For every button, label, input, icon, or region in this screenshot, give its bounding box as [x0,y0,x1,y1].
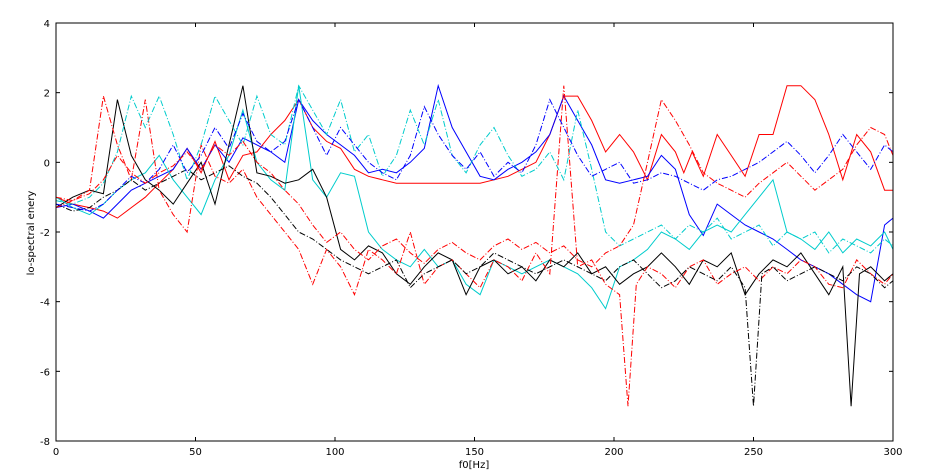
plot-frame [55,22,894,442]
series-line-1 [55,85,893,219]
series-layer [55,83,894,407]
y-tick-label: -8 [40,437,50,448]
series-line-7 [55,84,894,254]
x-tick-label: 250 [744,447,763,458]
series-line-5 [55,85,894,407]
x-axis-label: f0[Hz] [459,460,490,471]
series-line-4 [55,85,894,407]
x-tick-label: 100 [325,447,344,458]
series-line-6 [55,165,894,407]
series-line-3 [55,85,894,310]
x-tick-label: 300 [883,447,902,458]
y-tick-label: -2 [40,228,50,239]
axes: 0 50 100 150 200 250 300 4 2 0 -2 -4 -6 -8 [40,19,903,458]
x-tick-label: 200 [604,447,623,458]
x-tick-label: 150 [465,447,484,458]
y-axis-label: lo-spectral enery [26,191,37,276]
y-tick-label: -6 [40,367,50,378]
y-tick-label: 4 [44,19,50,30]
y-tick-label: -4 [40,298,50,309]
x-tick-label: 0 [53,447,59,458]
x-tick-label: 50 [189,447,202,458]
series-line-9 [55,98,894,268]
y-tick-label: 0 [44,158,50,169]
series-line-8 [55,98,894,212]
y-tick-label: 2 [44,89,50,100]
